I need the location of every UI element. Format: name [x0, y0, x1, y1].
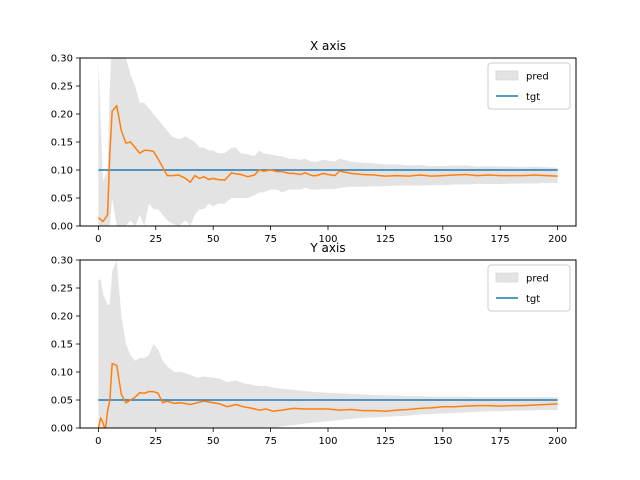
x-tick-label: 50 [207, 436, 220, 447]
legend-pred-swatch [495, 70, 519, 81]
chart-title: Y axis [309, 241, 345, 255]
legend-tgt-label: tgt [526, 294, 540, 305]
y-tick-label: 0.05 [51, 194, 73, 205]
plot-area [97, 58, 558, 226]
x-tick-label: 25 [149, 234, 162, 245]
x-axis-panel: 0 25 50 75 100 125 150 175 200 0.00 0.05 0.10 0.15 0.… [51, 39, 577, 245]
x-tick-label: 175 [491, 234, 510, 245]
pred-band-area [98, 260, 558, 428]
x-tick-label: 150 [433, 234, 452, 245]
y-tick-label: 0.05 [51, 396, 73, 407]
y-tick-label: 0.30 [51, 54, 73, 65]
y-tick-label: 0.00 [51, 424, 73, 435]
legend: pred tgt [487, 62, 571, 110]
x-tick-label: 0 [95, 234, 101, 245]
pred-line [97, 362, 558, 428]
y-axis-panel: 0 25 50 75 100 125 150 175 200 0.00 0.05 0.10 0.15 0.… [51, 241, 577, 447]
x-tick-label: 175 [491, 436, 510, 447]
legend: pred tgt [487, 264, 571, 312]
x-tick-label: 75 [264, 436, 277, 447]
x-tick-label: 150 [433, 436, 452, 447]
legend-pred-label: pred [526, 274, 549, 285]
pred-band-area [98, 58, 558, 226]
x-tick-label: 200 [548, 234, 567, 245]
y-tick-label: 0.15 [51, 340, 73, 351]
x-tick-label: 25 [149, 436, 162, 447]
y-tick-label: 0.00 [51, 222, 73, 233]
chart-title: X axis [310, 39, 346, 53]
y-tick-label: 0.25 [51, 82, 73, 93]
y-tick-label: 0.25 [51, 284, 73, 295]
x-tick-label: 125 [376, 234, 395, 245]
x-tick-label: 100 [318, 436, 337, 447]
x-tick-label: 200 [548, 436, 567, 447]
pred-line [97, 104, 558, 223]
legend-pred-swatch [495, 272, 519, 283]
x-tick-label: 50 [207, 234, 220, 245]
y-tick-label: 0.20 [51, 110, 73, 121]
legend-tgt-label: tgt [526, 92, 540, 103]
legend-pred-label: pred [526, 72, 549, 83]
y-tick-label: 0.20 [51, 312, 73, 323]
plot-area [97, 260, 558, 428]
y-tick-label: 0.10 [51, 166, 73, 177]
y-tick-label: 0.10 [51, 368, 73, 379]
y-tick-label: 0.30 [51, 256, 73, 267]
x-tick-label: 75 [264, 234, 277, 245]
x-tick-label: 0 [95, 436, 101, 447]
y-tick-label: 0.15 [51, 138, 73, 149]
x-tick-label: 125 [376, 436, 395, 447]
x-tick-label: 100 [318, 234, 337, 245]
